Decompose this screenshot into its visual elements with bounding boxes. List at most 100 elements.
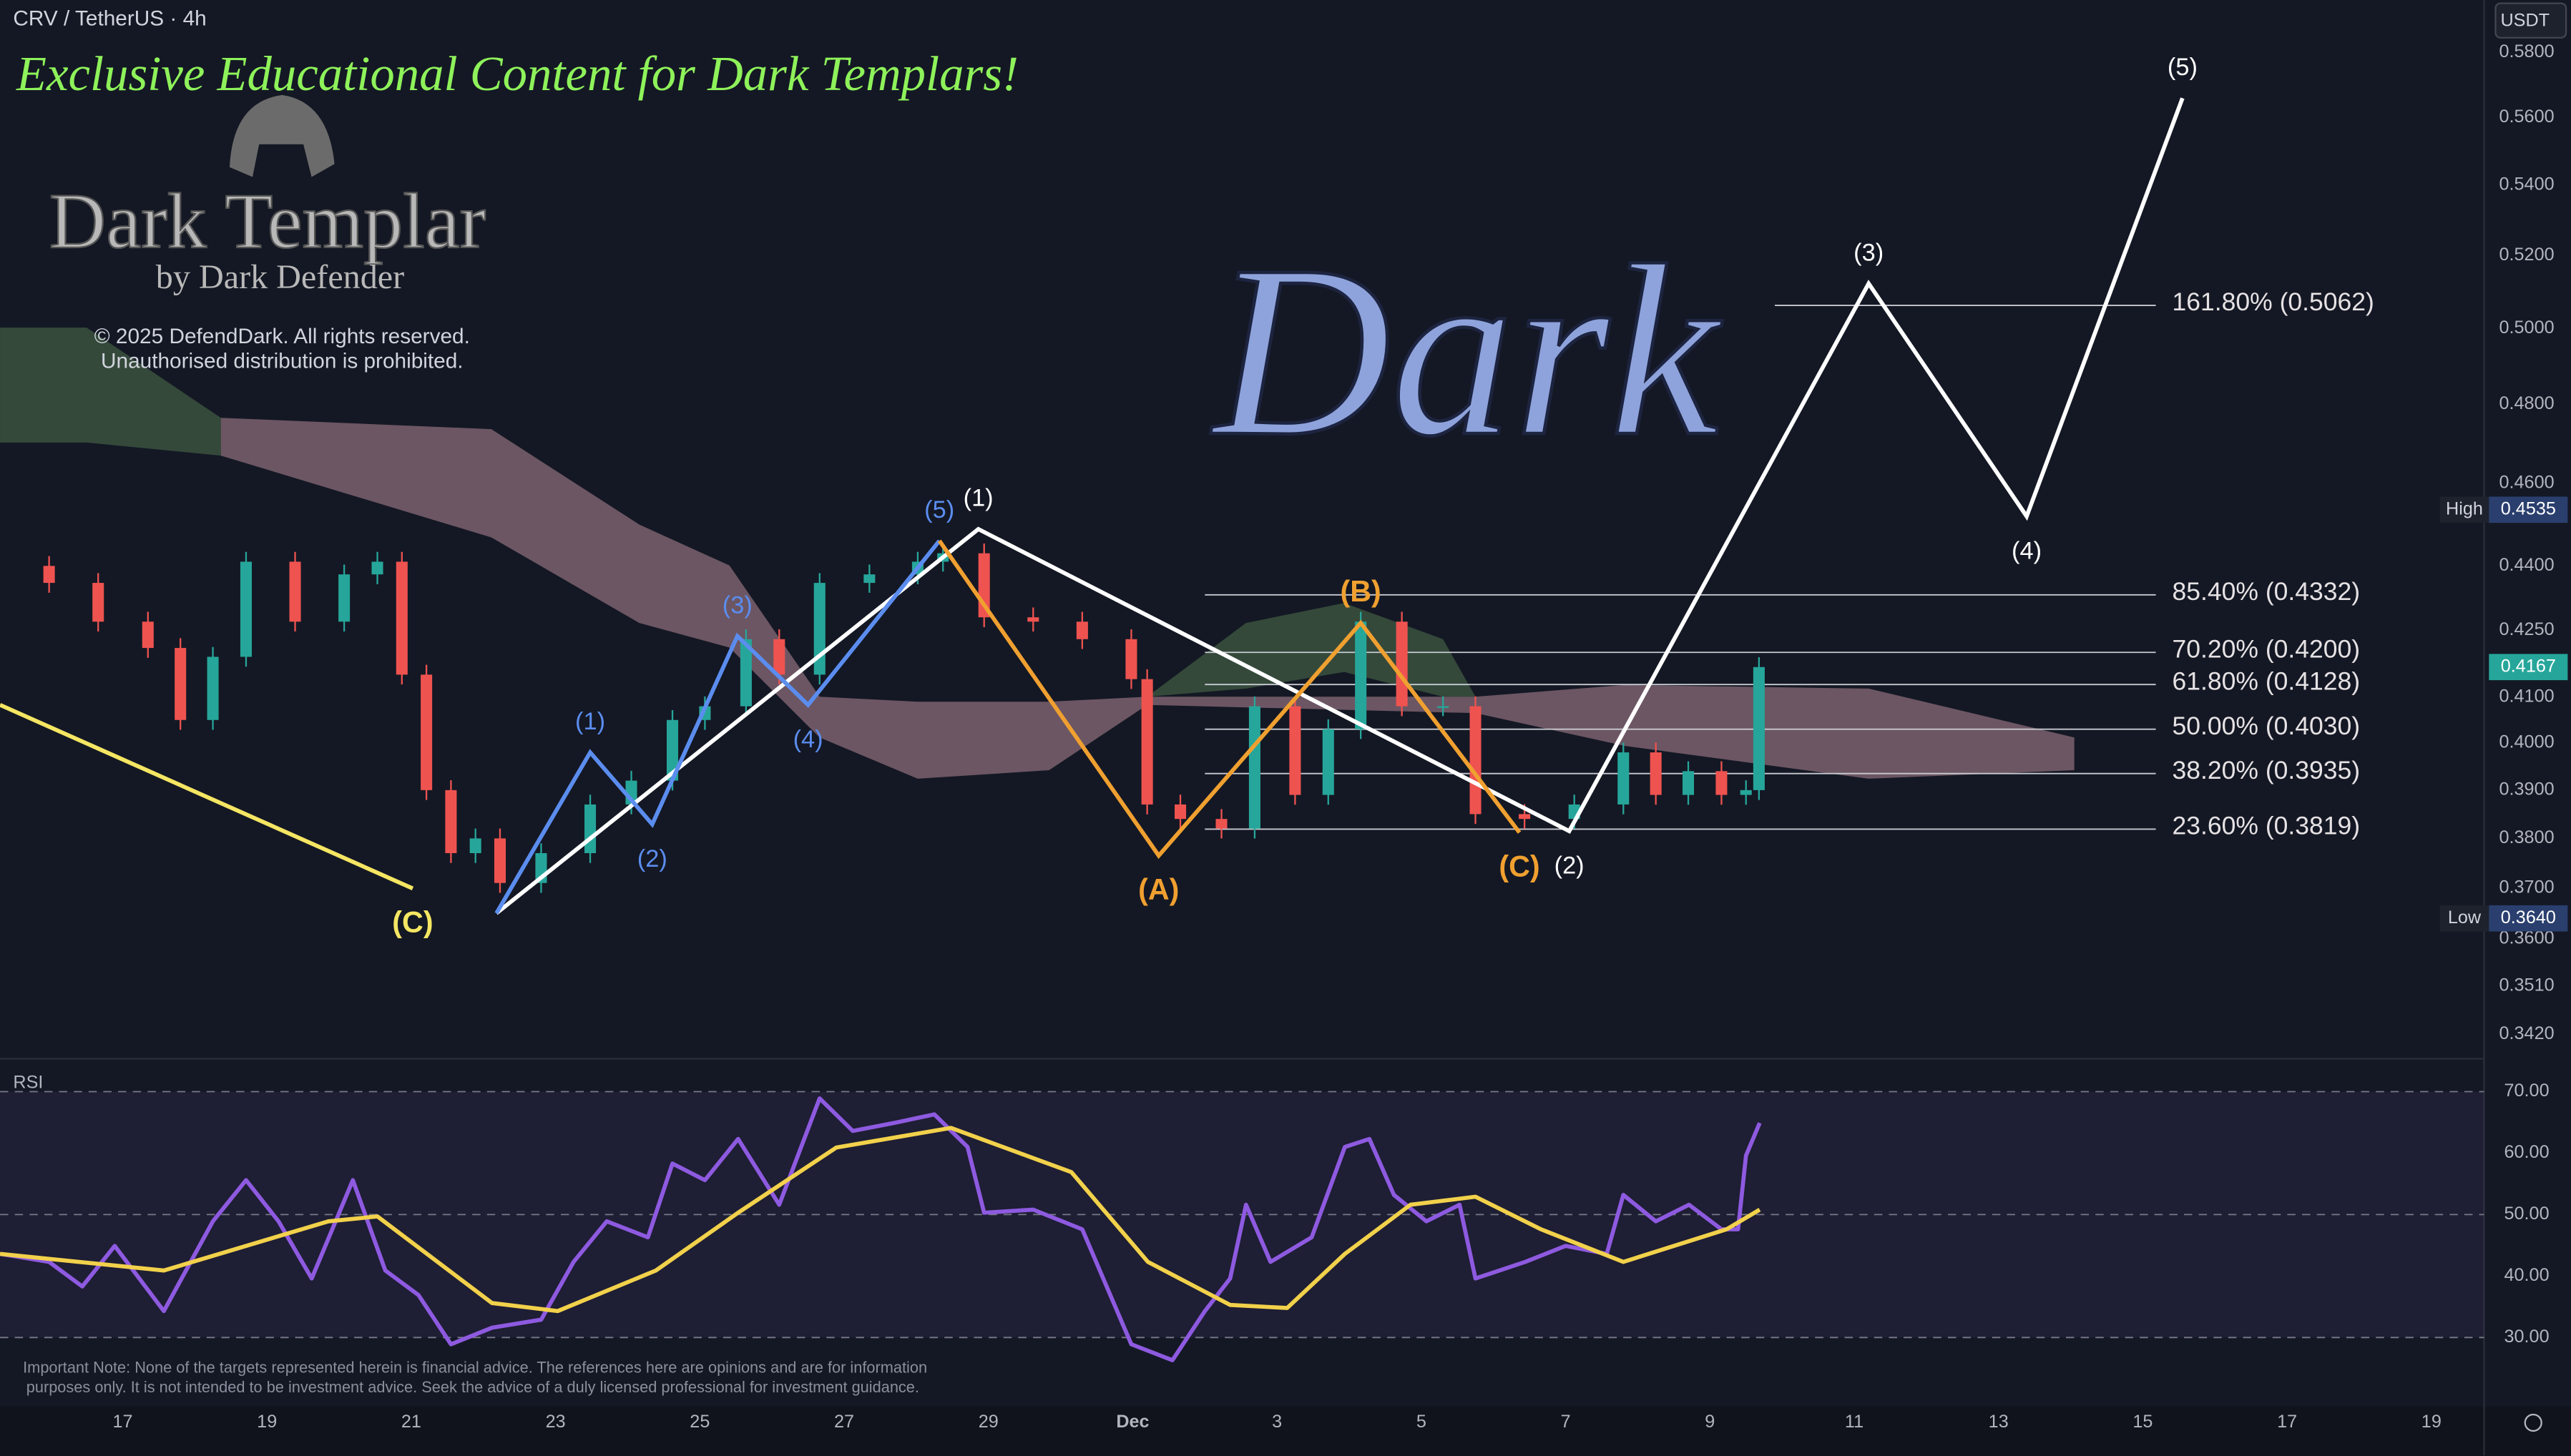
candle xyxy=(1715,771,1728,795)
wave-label: (3) xyxy=(1853,239,1884,266)
y-tick-label: 0.3700 xyxy=(2499,877,2555,897)
copyright-line: © 2025 DefendDark. All rights reserved. xyxy=(94,325,470,348)
candle xyxy=(1519,814,1531,820)
y-tick-label: 0.4250 xyxy=(2499,619,2555,639)
y-tick-label: 0.5000 xyxy=(2499,318,2555,338)
copyright-line: Unauthorised distribution is prohibited. xyxy=(101,349,464,373)
y-tick-label: 30.00 xyxy=(2504,1327,2550,1347)
fib-label: 38.20% (0.3935) xyxy=(2172,756,2360,784)
price-tag-name: High xyxy=(2446,498,2483,518)
candle xyxy=(371,561,383,575)
x-tick-label: 5 xyxy=(1416,1412,1426,1432)
wave-label: (1) xyxy=(964,485,994,512)
y-tick-label: 0.3900 xyxy=(2499,779,2555,800)
candle xyxy=(175,648,187,720)
fib-label: 50.00% (0.4030) xyxy=(2172,712,2360,740)
x-tick-label: 29 xyxy=(979,1412,999,1432)
wave-label: (C) xyxy=(392,906,433,939)
x-tick-label: 27 xyxy=(834,1412,854,1432)
fib-label: 70.20% (0.4200) xyxy=(2172,634,2360,663)
candle xyxy=(1076,621,1088,639)
price-tag-label: 0.4167 xyxy=(2501,656,2556,676)
price-tag xyxy=(2489,905,2568,932)
y-tick-label: 50.00 xyxy=(2504,1204,2550,1224)
x-tick-label: 11 xyxy=(1845,1412,1864,1432)
price-tag-label: 0.4535 xyxy=(2501,498,2556,518)
candle xyxy=(207,656,219,720)
candle xyxy=(1248,706,1260,829)
x-tick-label: 25 xyxy=(690,1412,710,1432)
candle xyxy=(740,639,752,707)
candle xyxy=(1469,706,1482,815)
candle xyxy=(1322,729,1334,795)
y-tick-label: 0.4600 xyxy=(2499,472,2555,492)
candle xyxy=(1289,706,1301,795)
price-tag xyxy=(2489,654,2568,681)
wave-label: (3) xyxy=(723,591,753,619)
ichimoku-cloud xyxy=(0,328,221,456)
wave-line xyxy=(937,539,1522,860)
x-tick-label: 19 xyxy=(2421,1412,2442,1432)
time-axis-strip xyxy=(0,1406,2571,1456)
fib-label: 23.60% (0.3819) xyxy=(2172,812,2360,840)
plot-layer: 0.5800 0.5600 0.5400 0.5200 0.5000 0.4800 0.46… xyxy=(0,41,2568,1432)
x-tick-label: 19 xyxy=(257,1412,277,1432)
rsi-line xyxy=(0,1096,1762,1362)
wave-label: (2) xyxy=(1554,852,1585,880)
y-tick-label: 0.4400 xyxy=(2499,555,2555,575)
x-tick-label: 17 xyxy=(112,1412,132,1432)
candle xyxy=(92,583,104,622)
y-tick-label: 70.00 xyxy=(2504,1081,2550,1101)
candle xyxy=(1396,621,1408,707)
candle xyxy=(1141,679,1153,805)
candle xyxy=(1753,666,1765,790)
candle xyxy=(289,561,301,622)
x-tick-label: 17 xyxy=(2277,1412,2297,1432)
candle xyxy=(1617,752,1630,805)
currency-label[interactable]: USDT xyxy=(2500,10,2550,30)
wave-line xyxy=(494,539,941,915)
logo-title: Dark Templar xyxy=(49,177,486,265)
candle xyxy=(666,719,679,781)
candle xyxy=(863,574,876,584)
wave-label: (A) xyxy=(1138,873,1179,906)
rsi-line xyxy=(0,1126,1761,1314)
candle xyxy=(494,838,506,883)
price-tag-name: Low xyxy=(2448,907,2482,928)
candle xyxy=(1740,790,1752,795)
x-tick-label: 23 xyxy=(546,1412,566,1432)
settings-button[interactable] xyxy=(2524,1413,2542,1432)
y-tick-label: 0.3420 xyxy=(2499,1023,2555,1043)
price-tag-label: 0.3640 xyxy=(2501,907,2556,928)
x-tick-label: 7 xyxy=(1561,1412,1571,1432)
wave-label: (B) xyxy=(1341,575,1381,608)
candle xyxy=(396,561,408,675)
symbol-title: CRV / TetherUS · 4h xyxy=(13,6,206,30)
x-tick-label: 21 xyxy=(401,1412,421,1432)
candle xyxy=(1215,819,1228,829)
footer-note: purposes only. It is not intended to be … xyxy=(26,1378,919,1396)
footer-note: Important Note: None of the targets repr… xyxy=(23,1359,927,1377)
fib-label: 85.40% (0.4332) xyxy=(2172,577,2360,606)
candle xyxy=(338,574,351,622)
candle xyxy=(445,790,457,853)
currency-button[interactable] xyxy=(2494,2,2567,39)
y-tick-label: 0.5200 xyxy=(2499,245,2555,265)
price-tag xyxy=(2489,496,2568,523)
candle xyxy=(1027,617,1039,622)
candle xyxy=(43,566,55,584)
x-tick-label: 3 xyxy=(1272,1412,1282,1432)
y-tick-label: 0.4800 xyxy=(2499,393,2555,413)
y-tick-label: 40.00 xyxy=(2504,1265,2550,1285)
candle xyxy=(1683,771,1695,795)
wave-label: (4) xyxy=(2012,537,2042,564)
wave-label: (5) xyxy=(924,496,954,523)
big-watermark: Dark xyxy=(1210,215,1725,487)
ichimoku-cloud xyxy=(1147,603,1476,697)
candle xyxy=(1175,804,1187,820)
y-tick-label: 0.3510 xyxy=(2499,975,2555,995)
y-tick-label: 60.00 xyxy=(2504,1142,2550,1162)
panel-title: RSI xyxy=(13,1073,43,1093)
